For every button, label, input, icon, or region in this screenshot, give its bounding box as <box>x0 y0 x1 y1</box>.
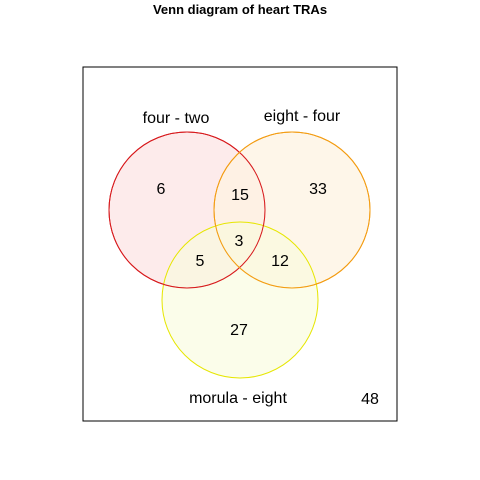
count-four-two-and-eight-four: 15 <box>231 187 249 204</box>
count-eight-four-only: 33 <box>309 181 327 198</box>
set-circle-morula-eight <box>161 221 319 379</box>
set-label-morula-eight: morula - eight <box>189 390 287 407</box>
set-label-eight-four: eight - four <box>264 108 341 125</box>
count-outside: 48 <box>361 391 379 408</box>
set-label-four-two: four - two <box>143 110 210 127</box>
count-four-two-and-morula-eight: 5 <box>196 253 205 270</box>
diagram-title: Venn diagram of heart TRAs <box>152 2 328 17</box>
count-eight-four-and-morula-eight: 12 <box>271 253 289 270</box>
set-outline-four-two <box>108 131 266 289</box>
set-outline-eight-four <box>213 131 371 289</box>
count-all-three: 3 <box>235 233 244 250</box>
venn-circles <box>108 131 371 379</box>
count-four-two-only: 6 <box>157 181 166 198</box>
count-morula-eight-only: 27 <box>230 322 248 339</box>
